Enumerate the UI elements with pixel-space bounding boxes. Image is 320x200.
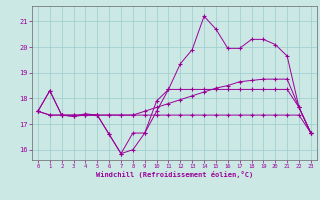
X-axis label: Windchill (Refroidissement éolien,°C): Windchill (Refroidissement éolien,°C) bbox=[96, 171, 253, 178]
